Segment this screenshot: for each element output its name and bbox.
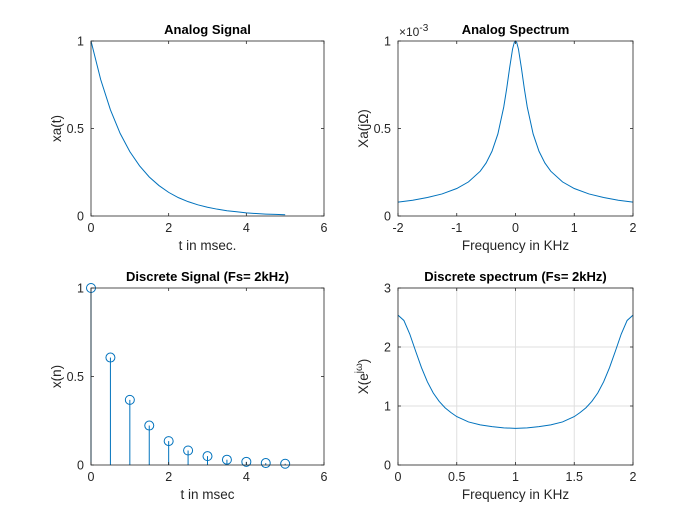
y-tick-label: 1 [77, 282, 84, 296]
stem-marker [221, 454, 232, 465]
stem-marker [163, 436, 174, 447]
stem-marker [183, 445, 194, 456]
y-axis-label: Xa(jΩ) [356, 109, 371, 148]
subplot-2: -2 -1 0 1 2 0 0.5 1 Analog Spectrum Frequency in … [356, 22, 637, 253]
x-axis-label: Frequency in KHz [462, 238, 570, 253]
y-axis-label: xa(t) [49, 115, 64, 142]
y-tick-label: 3 [384, 282, 391, 296]
y-axis-label: X(ejω) [354, 359, 371, 395]
y-tick-label: 0 [384, 210, 391, 224]
subplot-4: 0 0.5 1 1.5 2 0 1 2 3 Discrete spectrum (Fs= 2kHz… [354, 269, 637, 502]
plot-area [91, 288, 324, 465]
y-tick-label: 2 [384, 341, 391, 355]
y-axis-label: x(n) [49, 365, 64, 388]
x-tick-label: 1 [571, 221, 578, 235]
x-tick-label: 0 [88, 470, 95, 484]
chart-title: Discrete Signal (Fs= 2kHz) [126, 269, 289, 284]
subplot-3: 0 2 4 6 0 0.5 1 Discrete Signal (Fs= 2kHz) t in … [49, 269, 328, 502]
stem-marker [144, 420, 155, 431]
y-tick-label: 0.5 [67, 122, 84, 136]
y-tick-label: 0 [77, 210, 84, 224]
y-exponent-label: ×10-3 [399, 23, 429, 39]
x-tick-label: 1.5 [566, 470, 583, 484]
y-tick-label: 0 [384, 459, 391, 473]
y-tick-label: 0 [77, 459, 84, 473]
x-tick-label: 4 [243, 470, 250, 484]
stem-marker [260, 458, 271, 469]
y-tick-label: 1 [77, 35, 84, 49]
stem-marker [241, 456, 252, 467]
x-tick-label: -2 [392, 221, 403, 235]
x-axis-label: Frequency in KHz [462, 487, 570, 502]
x-axis-label: t in msec [180, 487, 234, 502]
x-tick-label: 0 [512, 221, 519, 235]
x-tick-label: 0.5 [448, 470, 465, 484]
chart-title: Discrete spectrum (Fs= 2kHz) [424, 269, 606, 284]
x-tick-label: 1 [512, 470, 519, 484]
y-exponent-power: -3 [419, 23, 428, 34]
series-line [90, 40, 286, 216]
y-axis-label-close: ) [356, 359, 371, 364]
y-exponent-base: ×10 [399, 25, 420, 39]
x-tick-label: 2 [630, 221, 637, 235]
y-tick-label: 0.5 [67, 370, 84, 384]
plot-area [398, 41, 633, 216]
x-tick-label: 0 [88, 221, 95, 235]
chart-title: Analog Signal [164, 22, 251, 37]
x-tick-label: 2 [165, 470, 172, 484]
x-tick-label: 2 [630, 470, 637, 484]
stem-marker [124, 394, 135, 405]
x-tick-label: 4 [243, 221, 250, 235]
y-axis-label-sup: jω [354, 363, 365, 374]
x-tick-label: 6 [321, 470, 328, 484]
y-tick-label: 1 [384, 400, 391, 414]
stem-marker [202, 451, 213, 462]
x-tick-label: 0 [395, 470, 402, 484]
y-axis-label-main: X(e [356, 373, 371, 394]
plot-area [91, 41, 324, 216]
x-tick-label: -1 [451, 221, 462, 235]
series-line [397, 314, 634, 429]
y-tick-label: 1 [384, 35, 391, 49]
y-tick-label: 0.5 [374, 122, 391, 136]
subplot-1: 0 2 4 6 0 0.5 1 Analog Signal t in msec. xa(t) [49, 22, 328, 253]
x-tick-label: 2 [165, 221, 172, 235]
stem-marker [280, 458, 291, 469]
chart-title: Analog Spectrum [462, 22, 570, 37]
stem-marker [105, 352, 116, 363]
x-axis-label: t in msec. [179, 238, 237, 253]
x-tick-label: 6 [321, 221, 328, 235]
